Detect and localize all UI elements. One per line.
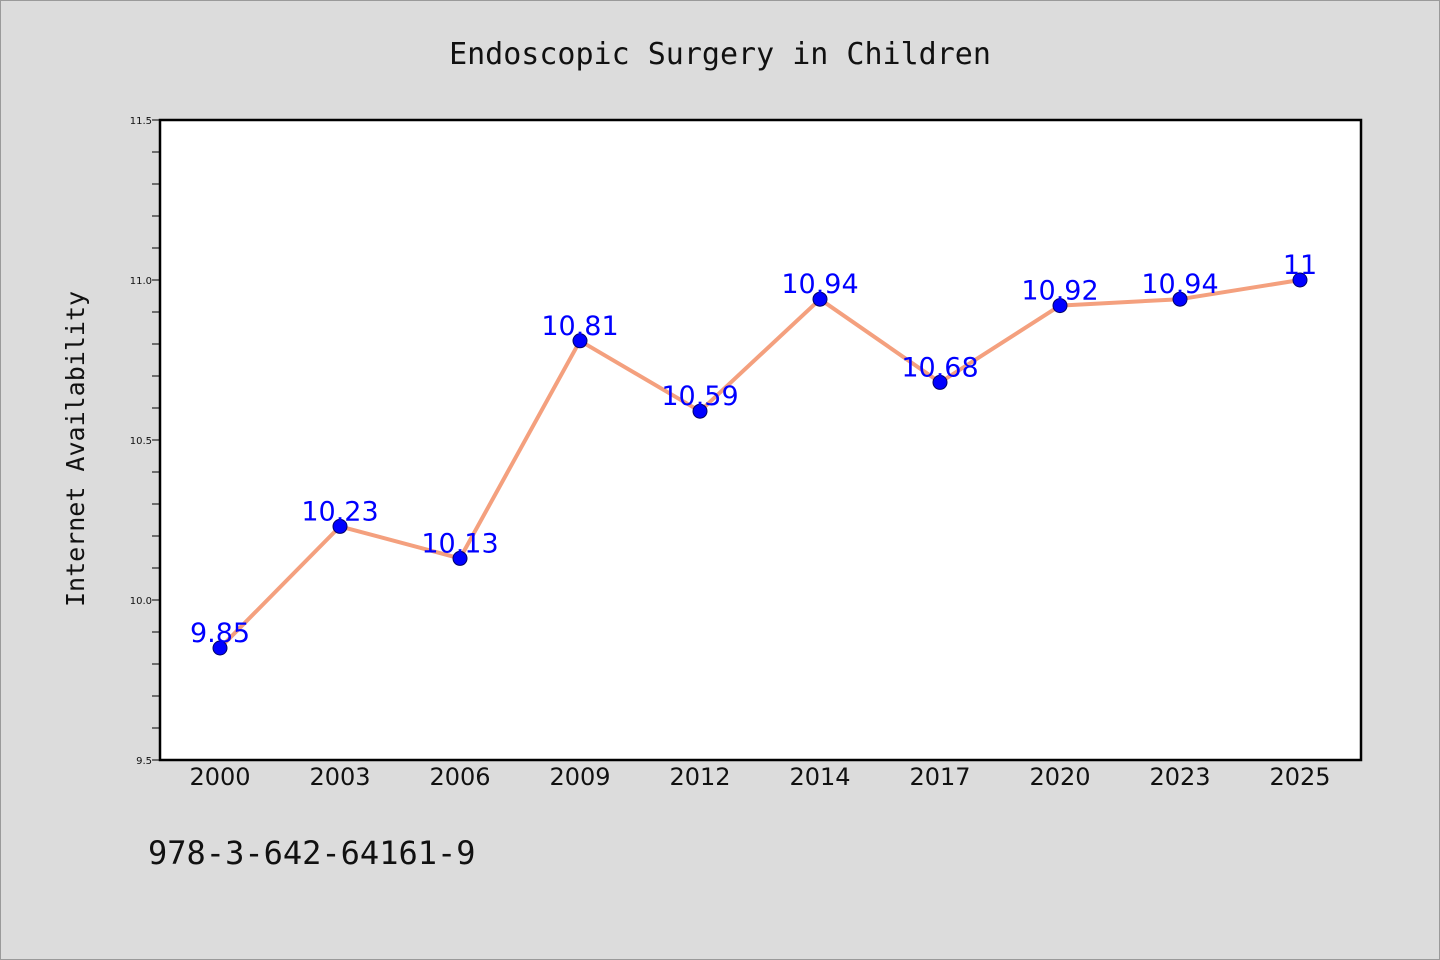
data-point [572, 333, 588, 349]
x-tick-label: 2020 [1029, 763, 1090, 791]
chart-title: Endoscopic Surgery in Children [449, 37, 991, 72]
x-tick-label: 2003 [309, 763, 370, 791]
data-label: 9.85 [190, 618, 250, 649]
x-tick-label: 2009 [549, 763, 610, 791]
y-tick-labels: 9.5 10.0 10.5 11.0 11.5 [130, 116, 152, 767]
data-label: 10.94 [1141, 269, 1218, 300]
plot-area [160, 120, 1361, 760]
y-minor-ticks [152, 119, 160, 761]
data-point [692, 403, 708, 419]
y-tick-label: 11.0 [130, 276, 152, 287]
footer-code: 978-3-642-64161-9 [148, 834, 476, 872]
x-tick-label: 2000 [189, 763, 250, 791]
data-label: 10.81 [541, 311, 618, 342]
data-point [1172, 291, 1188, 307]
data-label: 10.68 [901, 352, 978, 383]
series-line [218, 278, 1302, 650]
data-labels: 9.85 10.23 10.13 10.81 10.59 10.94 10.68 10.92 1… [190, 250, 1317, 649]
data-point [1292, 272, 1308, 288]
x-tick-label: 2025 [1269, 763, 1330, 791]
data-markers [212, 272, 1308, 656]
x-tick-label: 2006 [429, 763, 490, 791]
x-tick-label: 2014 [789, 763, 850, 791]
y-tick-label: 10.5 [130, 436, 152, 447]
x-tick-label: 2017 [909, 763, 970, 791]
x-tick-labels: 2000 2003 2006 2009 2012 2014 2017 2020 2023 2025 [189, 763, 1330, 791]
y-tick-label: 9.5 [136, 756, 152, 767]
y-tick-label: 11.5 [130, 116, 152, 127]
data-label: 10.94 [781, 269, 858, 300]
data-label: 10.92 [1021, 276, 1098, 307]
y-axis-label: Internet Availability [61, 291, 90, 607]
data-point [332, 518, 348, 534]
data-point [1052, 298, 1068, 314]
data-label: 10.59 [661, 381, 738, 412]
data-point [812, 291, 828, 307]
data-point [932, 374, 948, 390]
data-point [452, 550, 468, 566]
x-tick-label: 2012 [669, 763, 730, 791]
data-point [212, 640, 228, 656]
x-tick-label: 2023 [1149, 763, 1210, 791]
y-tick-label: 10.0 [130, 596, 152, 607]
plot-border [158, 118, 1363, 762]
data-label: 10.13 [421, 528, 498, 559]
data-label: 11 [1283, 250, 1317, 281]
data-label: 10.23 [301, 496, 378, 527]
